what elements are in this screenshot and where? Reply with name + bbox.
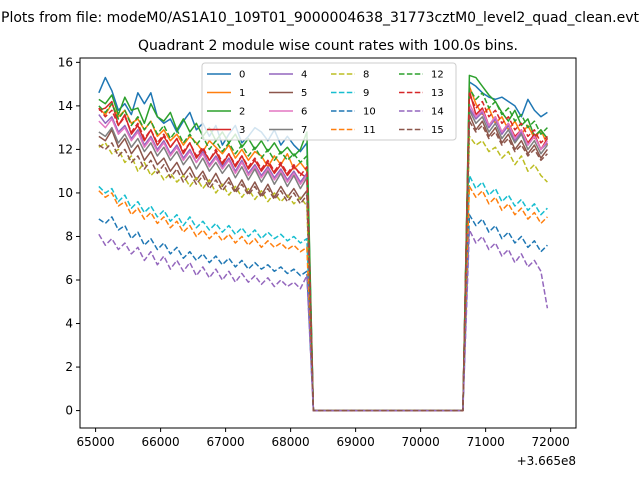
legend-label-1: 1 [239,88,245,99]
legend-box [201,62,457,141]
x-tick-label: 67000 [207,435,245,449]
series-line-14 [98,229,549,412]
legend-label-2: 2 [239,107,245,118]
x-tick-label: 66000 [142,435,180,449]
x-offset-label: +3.665e8 [517,454,576,468]
x-tick-label: 71000 [467,435,505,449]
y-tick-label: 16 [58,55,73,69]
y-tick-label: 2 [65,360,73,374]
x-tick-label: 72000 [532,435,570,449]
legend-label-13: 13 [431,88,444,99]
series-line-15 [98,120,548,412]
legend-label-8: 8 [363,70,369,81]
legend-label-3: 3 [239,125,245,136]
y-tick-label: 8 [65,229,73,243]
legend-label-7: 7 [301,125,307,136]
y-tick-label: 12 [58,142,73,156]
series-line-8 [98,135,548,412]
y-tick-label: 0 [65,404,73,418]
series-line-6 [98,102,549,412]
legend-label-0: 0 [239,70,245,81]
x-tick-label: 65000 [77,435,115,449]
legend-label-12: 12 [431,70,444,81]
x-tick-label: 70000 [402,435,440,449]
legend-label-4: 4 [301,70,307,81]
plot-area [98,74,549,412]
x-tick-label: 68000 [272,435,310,449]
x-axis: 65000 66000 67000 68000 69000 70000 71000 72000 [77,428,570,449]
chart-title: Quadrant 2 module wise count rates with … [138,38,518,54]
legend-label-9: 9 [363,88,369,99]
y-axis: 0 2 4 6 8 10 12 14 16 [58,55,80,418]
legend-label-15: 15 [431,125,444,136]
y-tick-label: 10 [58,186,73,200]
figure-suptitle: Plots from file: modeM0/AS1A10_109T01_90… [1,10,639,26]
series-line-10 [98,213,548,412]
y-tick-label: 4 [65,317,73,331]
legend-label-14: 14 [431,107,444,118]
series-line-5 [98,113,549,412]
series-line-11 [98,185,548,412]
y-tick-label: 6 [65,273,73,287]
y-tick-label: 14 [58,99,73,113]
series-line-9 [98,174,548,412]
axes-frame [79,57,577,429]
x-tick-label: 69000 [337,435,375,449]
legend-label-11: 11 [363,125,376,136]
legend-label-6: 6 [301,107,307,118]
legend-label-10: 10 [363,107,376,118]
legend-label-5: 5 [301,88,307,99]
